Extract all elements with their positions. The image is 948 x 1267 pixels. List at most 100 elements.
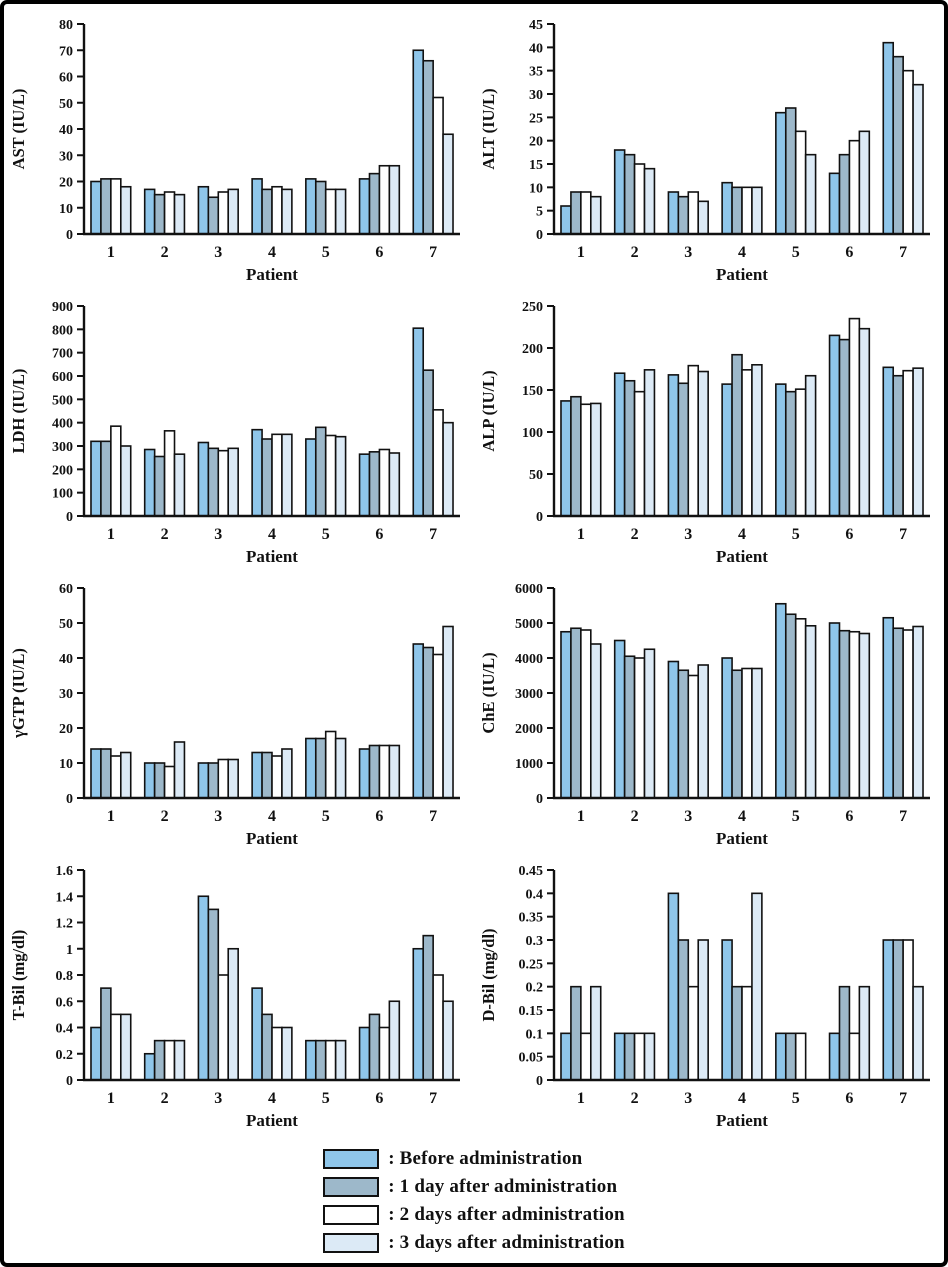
bar [197,185,210,235]
bar [623,153,636,235]
y-tick-label: 1 [66,943,73,958]
x-tick-label: 3 [684,244,692,261]
bar [153,455,166,517]
bar [271,755,283,799]
legend-item-2-days: : 2 days after administration [323,1204,625,1226]
bar [412,49,425,235]
x-axis-title: Patient [246,1111,298,1130]
legend: : Before administration : 1 day after ad… [323,1148,625,1254]
x-tick-label: 2 [161,1090,169,1107]
x-tick-label: 6 [845,244,853,261]
bar [912,367,924,517]
bar [207,762,220,799]
bar [251,178,263,235]
bar [119,445,132,517]
bar [882,366,895,517]
x-tick-label: 4 [738,526,746,543]
bar [314,1039,327,1081]
bar [173,193,186,235]
bar [143,188,156,235]
bar [119,1013,132,1081]
bar [422,369,434,517]
bar [173,453,186,517]
legend-item-1-day: : 1 day after administration [323,1176,625,1198]
bar [697,370,709,517]
x-tick-label: 6 [375,244,383,261]
chart-che: 0 1000 2000 3000 4000 5000 6000 1 2 3 4 5 6 7 Patient C… [474,574,944,856]
x-tick-label: 4 [268,808,276,825]
bar [90,1026,102,1081]
bar [227,947,239,1081]
bar [163,765,176,799]
x-tick-label: 5 [792,1090,800,1107]
x-tick-label: 7 [899,526,907,543]
y-tick-label: 0.4 [56,1022,74,1037]
y-tick-label: 0.8 [56,969,74,984]
chart-svg-dbil: 0 0.05 0.1 0.15 0.2 0.25 0.3 0.35 0.4 0.45 1 2 3 4 5 6 7… [479,864,930,1130]
bar [721,939,733,1081]
x-tick-label: 4 [738,808,746,825]
x-tick-label: 3 [214,808,222,825]
x-tick-label: 7 [899,1090,907,1107]
bar [110,178,122,235]
x-tick-label: 1 [577,526,585,543]
x-tick-label: 5 [322,526,330,543]
bar [643,1032,656,1081]
bar [687,674,700,799]
bar [197,762,210,799]
chart-tbil: 0 0.2 0.4 0.6 0.8 1 1.2 1.4 1.6 1 2 3 4 5 6 7 Patient T-B… [4,856,474,1138]
bar [334,188,347,235]
legend-label-before: : Before administration [388,1148,583,1169]
bar [828,172,841,235]
bar [324,188,337,235]
bar [784,107,797,235]
x-axis-title: Patient [716,1111,768,1130]
bar [902,939,914,1081]
chart-ggtp: 0 10 20 30 40 50 60 1 2 3 4 5 6 7 Patient γGTP (IU/L) [4,574,474,856]
bar [358,178,371,235]
x-axis-title: Patient [716,547,768,566]
bar [432,409,444,517]
bar [432,96,444,235]
bar [623,379,636,517]
x-tick-label: 7 [899,808,907,825]
bar [697,664,709,799]
bar [687,364,700,517]
bar [314,426,327,517]
y-axis-title: ALT (IU/L) [479,88,498,169]
bar [305,438,317,517]
x-tick-label: 5 [792,526,800,543]
legend-label-1-day: : 1 day after administration [388,1176,618,1197]
y-tick-label: 30 [59,687,73,702]
bar [775,602,787,799]
x-tick-label: 1 [107,808,115,825]
bar [858,130,871,235]
bar [667,892,680,1081]
bar [153,762,166,799]
legend-swatch-3-days [323,1233,380,1253]
bar [378,164,391,235]
y-tick-label: 0.45 [519,864,544,879]
bar [207,196,220,235]
bar [912,83,924,235]
bar [858,632,871,799]
y-tick-label: 0.4 [526,887,544,902]
bar [794,130,807,235]
bar [90,748,102,799]
bar [207,447,220,517]
bar [882,41,895,235]
y-tick-label: 0 [536,228,543,243]
y-tick-label: 1.2 [56,917,74,932]
x-tick-label: 3 [214,244,222,261]
x-tick-label: 2 [161,808,169,825]
bar [589,643,602,799]
y-tick-label: 0 [536,510,543,525]
chart-ldh: 0 100 200 300 400 500 600 700 800 900 1 2 3 4 5 6 7 Patie… [4,292,474,574]
bar [432,974,444,1081]
bar [110,1013,122,1081]
bar [100,178,112,235]
bar [281,433,293,517]
x-axis-title: Patient [716,265,768,284]
y-tick-label: 20 [529,135,543,150]
